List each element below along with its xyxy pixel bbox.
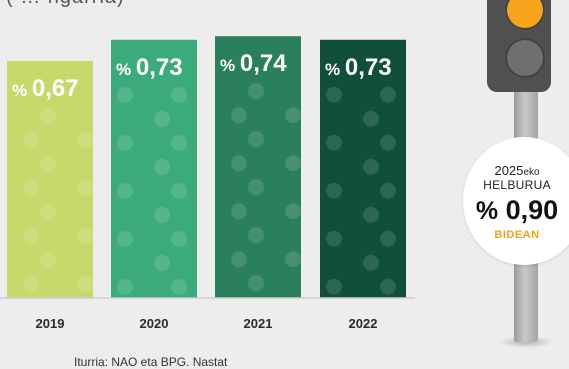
bar-dot-decoration xyxy=(117,230,133,247)
bar-dot-decoration xyxy=(363,158,379,175)
bar-dot-decoration xyxy=(77,132,93,148)
bar-2021 xyxy=(215,36,301,299)
bar-value-label: % 0,73 xyxy=(116,54,183,81)
bar-dot-decoration xyxy=(231,107,247,124)
bar-dot-decoration xyxy=(154,110,170,127)
bar-dot-decoration xyxy=(117,182,133,199)
bar-dot-decoration xyxy=(285,107,301,124)
bar-dot-decoration xyxy=(380,278,396,295)
bar-group-2021: % 0,74 2021 xyxy=(215,36,301,331)
bar-dot-decoration xyxy=(326,86,342,103)
bar-dot-decoration xyxy=(380,86,396,103)
bar-dot-decoration xyxy=(40,204,56,220)
bar-dot-decoration xyxy=(171,86,187,103)
bar-group-2022: % 0,73 2022 xyxy=(320,39,406,331)
bar-dot-decoration xyxy=(154,158,170,175)
chart-title-fragment: ( … ngarria) xyxy=(6,0,125,9)
bar-dot-decoration xyxy=(171,278,187,295)
bar-dot-decoration xyxy=(231,251,247,268)
bar-dot-decoration xyxy=(231,203,247,220)
bar-dot-decoration xyxy=(326,182,342,199)
bar-2022 xyxy=(320,39,406,298)
bar-2020 xyxy=(111,39,197,298)
bar-dot-decoration xyxy=(117,86,133,103)
bar-dot-decoration xyxy=(154,254,170,271)
bar-dot-decoration xyxy=(326,278,342,295)
bar-dot-decoration xyxy=(380,182,396,199)
bar-dot-decoration xyxy=(23,276,39,292)
bar-dot-decoration xyxy=(171,230,187,247)
bar-dot-decoration xyxy=(326,134,342,151)
bar-dot-decoration xyxy=(77,276,93,292)
bar-dot-decoration xyxy=(154,206,170,223)
bar-dot-decoration xyxy=(326,230,342,247)
bar-dot-decoration xyxy=(363,254,379,271)
x-tick-label: 2019 xyxy=(36,316,65,331)
goal-year: 2025eko xyxy=(494,163,540,178)
bar-dot-decoration xyxy=(40,252,56,268)
bar-chart: % 0,67 2019 % 0,73 2020 % 0,74 2021 % 0,73 2022 xyxy=(0,36,415,331)
bar-dot-decoration xyxy=(248,227,264,244)
pole-shadow xyxy=(498,336,554,348)
bar-dot-decoration xyxy=(363,110,379,127)
bar-dot-decoration xyxy=(117,278,133,295)
x-tick-label: 2021 xyxy=(244,316,273,331)
bar-dot-decoration xyxy=(23,132,39,148)
bar-dot-decoration xyxy=(248,83,264,100)
traffic-light-icon xyxy=(487,0,551,92)
goal-value: % 0,90 xyxy=(475,195,559,225)
bar-2019 xyxy=(7,61,93,298)
bar-dot-decoration xyxy=(23,180,39,196)
goal-label: HELBURUA xyxy=(483,178,551,192)
bar-dot-decoration xyxy=(23,228,39,244)
bar-dot-decoration xyxy=(380,230,396,247)
x-tick-label: 2022 xyxy=(349,316,378,331)
bar-dot-decoration xyxy=(231,155,247,172)
bar-dot-decoration xyxy=(285,203,301,220)
bar-dot-decoration xyxy=(171,134,187,151)
goal-badge: 2025eko HELBURUA % 0,90 BIDEAN xyxy=(463,137,569,265)
bar-dot-decoration xyxy=(248,179,264,196)
bar-dot-decoration xyxy=(285,251,301,268)
bar-dot-decoration xyxy=(117,134,133,151)
bar-dot-decoration xyxy=(77,180,93,196)
bar-value-label: % 0,73 xyxy=(325,54,392,81)
bar-group-2019: % 0,67 2019 xyxy=(7,61,93,331)
unlit-lamp-icon xyxy=(505,38,545,78)
bar-dot-decoration xyxy=(248,131,264,148)
bar-dot-decoration xyxy=(363,206,379,223)
bar-dot-decoration xyxy=(40,156,56,172)
source-note: Iturria: NAO eta BPG. Nastat xyxy=(74,355,228,369)
bar-dot-decoration xyxy=(77,228,93,244)
bar-value-label: % 0,74 xyxy=(220,50,287,77)
bar-dot-decoration xyxy=(380,134,396,151)
bar-dot-decoration xyxy=(248,275,264,292)
bar-dot-decoration xyxy=(40,108,56,124)
amber-lamp-icon xyxy=(505,0,545,30)
bar-dot-decoration xyxy=(171,182,187,199)
bar-group-2020: % 0,73 2020 xyxy=(111,39,197,331)
x-tick-label: 2020 xyxy=(140,316,169,331)
bar-value-label: % 0,67 xyxy=(12,75,79,102)
goal-status: BIDEAN xyxy=(494,229,540,241)
bar-dot-decoration xyxy=(285,155,301,172)
